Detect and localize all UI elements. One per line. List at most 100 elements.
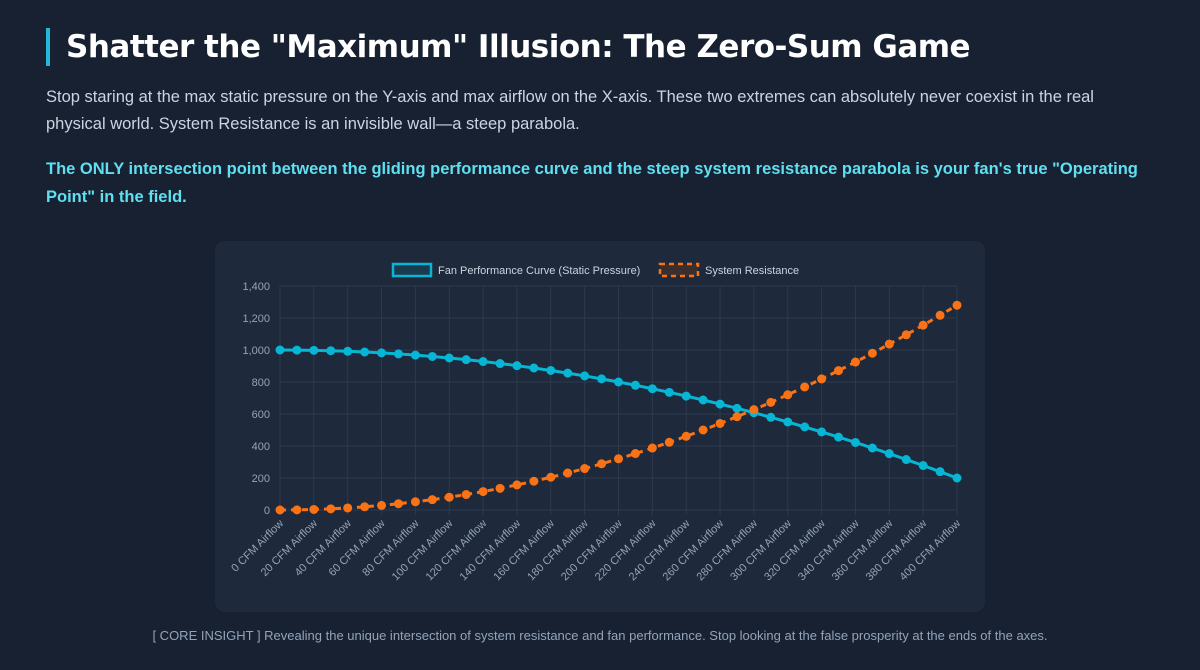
data-point — [834, 366, 844, 376]
data-point — [275, 345, 285, 355]
data-point — [698, 395, 708, 405]
legend-swatch — [658, 262, 700, 278]
data-point — [495, 483, 505, 493]
data-point — [377, 348, 387, 358]
x-tick-label: 240 CFM Airflow — [627, 518, 693, 584]
data-point — [377, 500, 387, 510]
x-tick-label: 180 CFM Airflow — [525, 518, 591, 584]
chart-card: 0 200 400 600 800 1,000 1,200 1,400 0 CFM Airflo… — [215, 241, 985, 612]
data-point — [901, 455, 911, 465]
x-tick-label: 200 CFM Airflow — [559, 518, 625, 584]
y-tick-label: 800 — [252, 377, 270, 389]
legend-label: Fan Performance Curve (Static Pressure) — [438, 265, 640, 277]
legend-swatch — [391, 262, 433, 278]
data-point — [681, 431, 691, 441]
data-point — [850, 437, 860, 447]
data-point — [546, 365, 556, 375]
data-point — [681, 391, 691, 401]
data-point — [563, 468, 573, 478]
y-tick-label: 1,000 — [242, 345, 270, 357]
data-point — [478, 357, 488, 367]
data-point — [800, 382, 810, 392]
data-point — [715, 418, 725, 428]
data-point — [698, 425, 708, 435]
data-point — [664, 437, 674, 447]
x-tick-label: 300 CFM Airflow — [728, 518, 794, 584]
data-point — [715, 399, 725, 409]
data-point — [326, 504, 336, 514]
title-block: Shatter the "Maximum" Illusion: The Zero… — [46, 28, 971, 66]
data-point — [512, 480, 522, 490]
data-point — [410, 497, 420, 507]
data-point — [952, 473, 962, 483]
data-point — [918, 320, 928, 330]
data-point — [647, 443, 657, 453]
x-tick-label: 340 CFM Airflow — [796, 518, 862, 584]
data-point — [834, 432, 844, 442]
data-point — [529, 476, 539, 486]
y-tick-label: 400 — [252, 441, 270, 453]
data-point — [867, 348, 877, 358]
data-point — [512, 361, 522, 371]
x-tick-label: 160 CFM Airflow — [491, 518, 557, 584]
caption: [ CORE INSIGHT ] Revealing the unique in… — [152, 628, 1048, 643]
x-tick-label: 120 CFM Airflow — [424, 518, 490, 584]
y-tick-label: 0 — [264, 505, 270, 517]
data-point — [935, 310, 945, 320]
data-point — [664, 387, 674, 397]
data-point — [850, 357, 860, 367]
data-point — [614, 377, 623, 387]
data-point — [427, 495, 437, 505]
data-point — [732, 403, 742, 413]
data-point — [935, 467, 945, 477]
data-point — [393, 349, 403, 359]
data-point — [749, 405, 759, 415]
data-point — [766, 397, 776, 407]
data-point — [410, 350, 420, 360]
data-point — [292, 345, 302, 355]
y-tick-label: 1,200 — [242, 313, 270, 325]
data-point — [495, 359, 505, 369]
data-point — [343, 503, 353, 513]
data-point — [867, 443, 877, 453]
data-point — [444, 353, 454, 363]
data-point — [817, 374, 827, 384]
highlight-text: The ONLY intersection point between the … — [46, 160, 1138, 206]
data-point — [563, 368, 573, 378]
legend-label: System Resistance — [705, 265, 799, 277]
data-point — [546, 472, 556, 482]
data-point — [343, 346, 353, 356]
x-tick-label: 100 CFM Airflow — [390, 518, 456, 584]
data-point — [732, 412, 742, 422]
data-point — [360, 502, 370, 512]
x-tick-label: 320 CFM Airflow — [762, 518, 828, 584]
data-point — [783, 417, 793, 427]
data-point — [360, 347, 370, 357]
data-point — [800, 422, 810, 432]
data-point — [766, 412, 776, 422]
data-point — [326, 346, 336, 356]
data-point — [444, 492, 454, 502]
x-tick-label: 260 CFM Airflow — [661, 518, 727, 584]
data-point — [817, 427, 827, 437]
data-point — [309, 504, 319, 514]
data-point — [580, 464, 590, 474]
data-point — [884, 339, 894, 349]
x-tick-label: 380 CFM Airflow — [864, 518, 930, 584]
data-point — [529, 363, 539, 373]
data-point — [292, 505, 302, 515]
data-point — [783, 390, 793, 400]
data-point — [309, 345, 319, 355]
data-point — [918, 461, 928, 471]
description: Stop staring at the max static pressure … — [46, 88, 1094, 133]
data-point — [647, 384, 657, 394]
x-tick-label: 280 CFM Airflow — [694, 518, 760, 584]
y-tick-label: 1,400 — [242, 281, 270, 293]
data-point — [478, 487, 488, 497]
data-point — [952, 300, 962, 310]
data-point — [630, 380, 640, 390]
x-tick-label: 400 CFM Airflow — [898, 518, 964, 584]
data-point — [884, 449, 894, 459]
data-point — [614, 454, 623, 464]
